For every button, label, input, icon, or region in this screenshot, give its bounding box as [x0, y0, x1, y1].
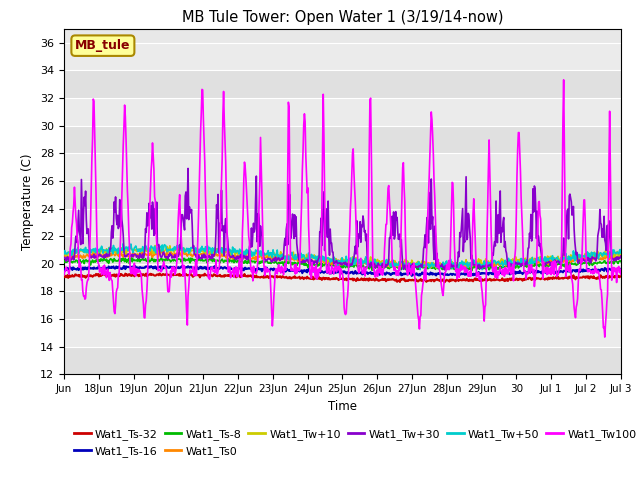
Bar [64, 208, 621, 236]
Bar [64, 153, 621, 181]
Title: MB Tule Tower: Open Water 1 (3/19/14-now): MB Tule Tower: Open Water 1 (3/19/14-now… [182, 10, 503, 25]
Y-axis label: Temperature (C): Temperature (C) [22, 153, 35, 250]
Bar [64, 98, 621, 126]
Bar [64, 43, 621, 70]
X-axis label: Time: Time [328, 400, 357, 413]
Bar [64, 319, 621, 347]
Text: MB_tule: MB_tule [75, 39, 131, 52]
Bar [64, 126, 621, 153]
Bar [64, 347, 621, 374]
Bar [64, 236, 621, 264]
Bar [64, 264, 621, 291]
Bar [64, 70, 621, 98]
Bar [64, 181, 621, 208]
Bar [64, 291, 621, 319]
Legend: Wat1_Ts-32, Wat1_Ts-16, Wat1_Ts-8, Wat1_Ts0, Wat1_Tw+10, Wat1_Tw+30, Wat1_Tw+50,: Wat1_Ts-32, Wat1_Ts-16, Wat1_Ts-8, Wat1_… [70, 425, 640, 461]
